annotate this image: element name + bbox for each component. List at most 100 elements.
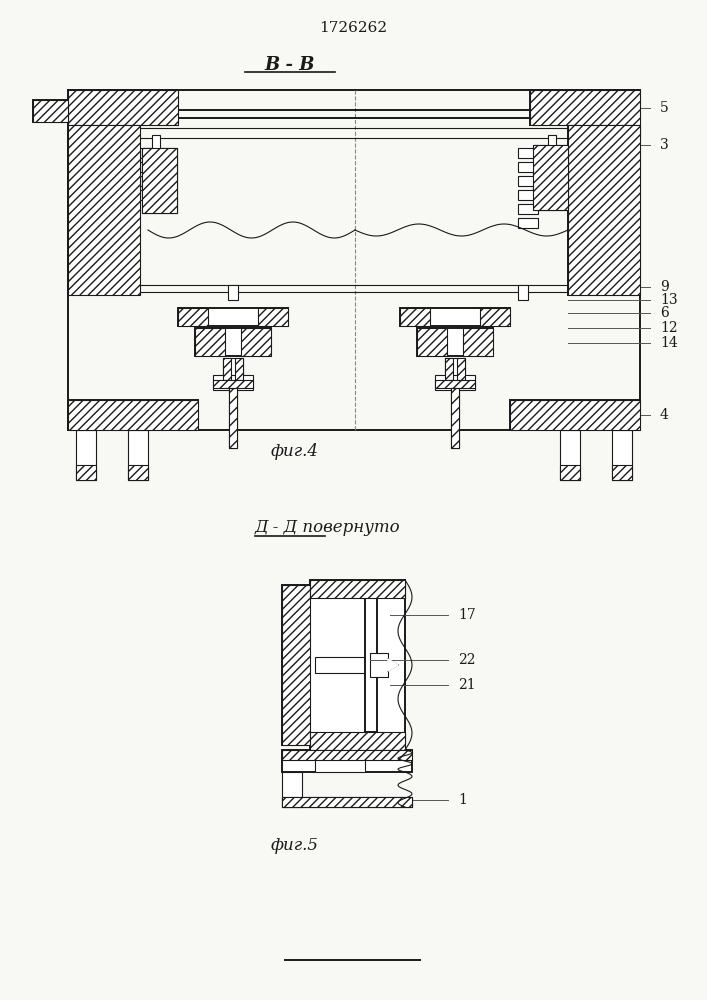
Bar bbox=[282, 750, 412, 772]
Bar bbox=[241, 328, 271, 356]
Text: 17: 17 bbox=[458, 608, 476, 622]
Text: 1: 1 bbox=[458, 793, 467, 807]
Bar bbox=[533, 145, 568, 210]
Text: 4: 4 bbox=[660, 408, 669, 422]
Bar bbox=[310, 598, 405, 732]
Text: 3: 3 bbox=[660, 138, 669, 152]
Bar bbox=[76, 465, 96, 480]
Text: 6: 6 bbox=[660, 306, 669, 320]
Bar bbox=[445, 358, 453, 380]
Text: Д - Д повернуто: Д - Д повернуто bbox=[255, 520, 401, 536]
Text: фиг.5: фиг.5 bbox=[271, 836, 319, 854]
Bar bbox=[68, 90, 178, 125]
Bar bbox=[510, 400, 640, 430]
Bar bbox=[213, 375, 253, 390]
Bar bbox=[229, 388, 237, 448]
Bar bbox=[400, 308, 430, 326]
Bar bbox=[510, 400, 640, 430]
Bar bbox=[548, 175, 556, 205]
Bar bbox=[142, 148, 177, 213]
Bar bbox=[548, 135, 556, 165]
Bar bbox=[178, 308, 288, 326]
Bar bbox=[445, 358, 465, 380]
Bar bbox=[533, 145, 568, 210]
Bar bbox=[68, 125, 140, 295]
Bar bbox=[213, 380, 253, 388]
Bar bbox=[530, 90, 640, 125]
Bar bbox=[435, 375, 475, 390]
Bar bbox=[612, 430, 632, 480]
Bar bbox=[518, 285, 528, 300]
Bar bbox=[152, 135, 160, 165]
Bar bbox=[128, 430, 148, 480]
Bar bbox=[451, 388, 459, 448]
Bar bbox=[560, 465, 580, 480]
Bar bbox=[315, 750, 365, 772]
Bar bbox=[556, 162, 568, 172]
Bar bbox=[282, 585, 310, 745]
Bar bbox=[228, 285, 238, 300]
Bar bbox=[223, 358, 231, 380]
Bar bbox=[76, 430, 96, 480]
Bar bbox=[140, 148, 152, 158]
Bar bbox=[556, 176, 568, 186]
Text: 5: 5 bbox=[660, 101, 669, 115]
Bar bbox=[560, 430, 580, 480]
Bar bbox=[282, 797, 412, 807]
Bar bbox=[178, 308, 208, 326]
Bar bbox=[310, 580, 405, 598]
Bar bbox=[195, 328, 225, 356]
Bar bbox=[33, 100, 68, 122]
Bar bbox=[142, 148, 177, 213]
Bar bbox=[417, 328, 447, 356]
Text: 22: 22 bbox=[458, 653, 476, 667]
Bar bbox=[400, 308, 510, 326]
Bar bbox=[556, 148, 568, 158]
Bar bbox=[518, 204, 538, 214]
Bar bbox=[518, 218, 538, 228]
Bar bbox=[365, 598, 377, 732]
Bar bbox=[195, 328, 271, 356]
Bar bbox=[235, 358, 243, 380]
Bar bbox=[140, 176, 152, 186]
Bar bbox=[223, 358, 243, 380]
Bar bbox=[310, 732, 405, 750]
Bar bbox=[68, 400, 198, 430]
Bar bbox=[258, 308, 288, 326]
Bar bbox=[518, 190, 538, 200]
Bar bbox=[457, 358, 465, 380]
Bar bbox=[310, 732, 405, 750]
Text: 1726262: 1726262 bbox=[319, 21, 387, 35]
Text: 12: 12 bbox=[660, 321, 677, 335]
Bar bbox=[463, 328, 493, 356]
Bar bbox=[140, 190, 152, 200]
Bar bbox=[310, 580, 405, 750]
Bar bbox=[310, 580, 405, 598]
Text: фиг.4: фиг.4 bbox=[271, 444, 319, 460]
Bar bbox=[152, 175, 160, 205]
Bar bbox=[612, 465, 632, 480]
Bar bbox=[518, 148, 538, 158]
Bar bbox=[568, 125, 640, 295]
Bar bbox=[518, 176, 538, 186]
Bar bbox=[568, 125, 640, 295]
Bar bbox=[518, 162, 538, 172]
Bar bbox=[140, 162, 152, 172]
Bar bbox=[282, 585, 310, 745]
Bar bbox=[282, 750, 412, 760]
Bar bbox=[370, 653, 388, 677]
Text: B - B: B - B bbox=[264, 56, 315, 74]
Bar bbox=[68, 400, 198, 430]
Bar bbox=[282, 772, 302, 807]
Bar bbox=[530, 90, 640, 125]
Text: 9: 9 bbox=[660, 280, 669, 294]
Bar bbox=[435, 380, 475, 388]
Text: 21: 21 bbox=[458, 678, 476, 692]
Text: 13: 13 bbox=[660, 293, 677, 307]
Polygon shape bbox=[388, 659, 398, 671]
Bar bbox=[625, 125, 640, 140]
Bar bbox=[282, 797, 412, 807]
Bar bbox=[315, 657, 370, 673]
Bar bbox=[33, 100, 68, 122]
Text: 14: 14 bbox=[660, 336, 678, 350]
